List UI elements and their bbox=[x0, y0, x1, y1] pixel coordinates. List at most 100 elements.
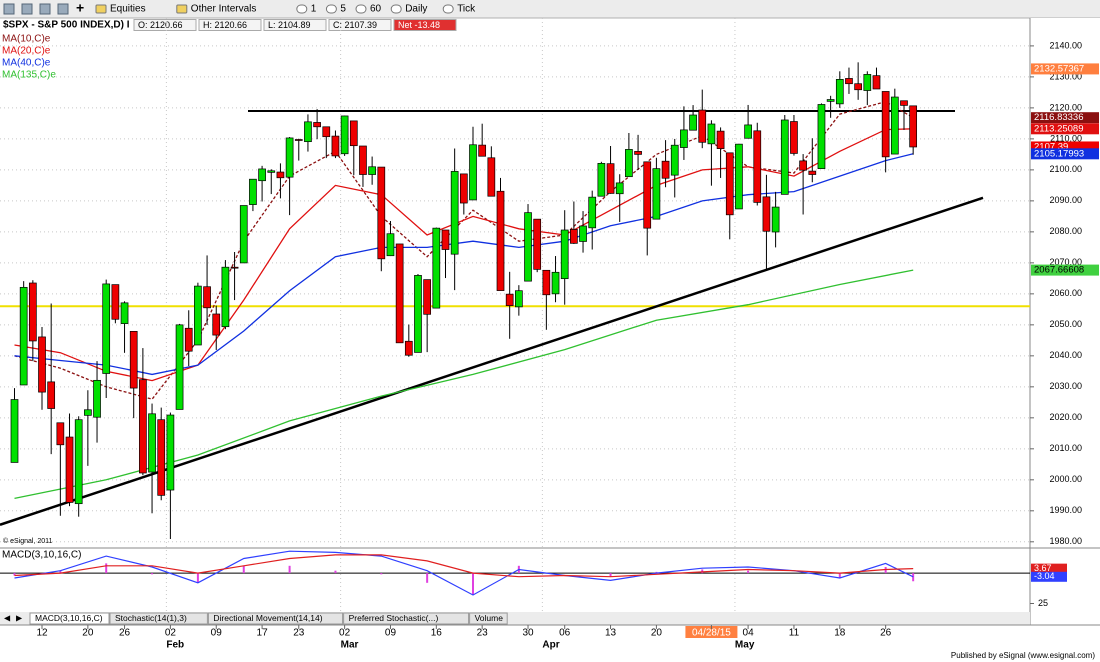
candle-body bbox=[203, 286, 211, 309]
candle-body bbox=[74, 419, 83, 505]
date-highlight bbox=[685, 626, 738, 638]
tool-icon[interactable] bbox=[442, 4, 454, 14]
tool-icon[interactable] bbox=[95, 4, 107, 14]
x-tick-label: 17 bbox=[257, 628, 269, 639]
toolbar-item[interactable]: 60 bbox=[370, 4, 382, 15]
candle-body bbox=[56, 422, 65, 446]
x-tick-label: 04 bbox=[743, 628, 755, 639]
tab[interactable] bbox=[109, 612, 208, 625]
candle-body bbox=[175, 324, 184, 410]
y-tick-label: 2000.00 bbox=[1049, 474, 1082, 484]
candle-body bbox=[615, 182, 624, 195]
y-tick-label: 2100.00 bbox=[1049, 164, 1082, 174]
candle-body bbox=[469, 144, 477, 201]
header-net: Net -13.48 bbox=[398, 20, 440, 30]
candle-body bbox=[753, 130, 762, 203]
tab-label[interactable]: Directional Movement(14,14) bbox=[213, 613, 322, 623]
indicator-label-box bbox=[1031, 571, 1067, 582]
tool-icon[interactable] bbox=[355, 4, 367, 14]
candle-body bbox=[725, 152, 734, 216]
header-box bbox=[133, 19, 197, 31]
candle-body bbox=[478, 144, 487, 157]
tab[interactable] bbox=[207, 612, 344, 625]
x-tick-label: 23 bbox=[477, 628, 489, 639]
candle-body bbox=[10, 399, 19, 463]
candle-body bbox=[249, 178, 257, 205]
ma-legend: MA(10,C)e bbox=[2, 34, 51, 45]
candle-body bbox=[166, 414, 175, 491]
tab-arrow[interactable]: ◀ bbox=[4, 614, 11, 623]
toolbar bbox=[0, 0, 1100, 18]
candle-body bbox=[689, 114, 697, 131]
candle-body bbox=[625, 149, 633, 178]
tool-icon[interactable] bbox=[325, 4, 337, 14]
tool-icon[interactable] bbox=[21, 3, 33, 15]
tool-icon[interactable] bbox=[176, 4, 188, 14]
tab[interactable] bbox=[469, 612, 508, 625]
x-tick-label: 06 bbox=[559, 628, 571, 639]
price-label: 2107.39 bbox=[1034, 141, 1068, 152]
header-box bbox=[393, 19, 457, 31]
candle-body bbox=[139, 379, 147, 474]
header-close: C: 2107.39 bbox=[333, 20, 377, 30]
signal-line bbox=[14, 554, 914, 578]
candle-body bbox=[909, 105, 918, 148]
candle-body bbox=[65, 436, 74, 503]
x-tick-label: 11 bbox=[789, 628, 800, 639]
candle-body bbox=[606, 163, 615, 194]
price-label-box bbox=[1031, 141, 1099, 153]
y-tick-label: 2040.00 bbox=[1049, 350, 1082, 360]
header-box bbox=[263, 19, 327, 31]
tool-icon[interactable] bbox=[3, 3, 15, 15]
toolbar-item[interactable]: Other Intervals bbox=[191, 4, 257, 15]
candle-body bbox=[111, 284, 120, 320]
toolbar-item[interactable]: Equities bbox=[110, 4, 146, 15]
ma-legend: MA(40,C)e bbox=[2, 58, 51, 69]
toolbar-item[interactable]: Daily bbox=[405, 4, 427, 15]
candle-body bbox=[194, 285, 202, 346]
toolbar-item[interactable]: 5 bbox=[340, 4, 346, 15]
candle-body bbox=[588, 196, 597, 229]
candle-body bbox=[597, 163, 606, 197]
candle-body bbox=[184, 327, 193, 352]
candle-body bbox=[267, 170, 276, 173]
tool-icon[interactable] bbox=[39, 3, 51, 15]
candle-body bbox=[404, 340, 413, 356]
y-tick-label: 25 bbox=[1038, 598, 1048, 608]
candle-body bbox=[570, 229, 578, 244]
price-label-box bbox=[1031, 264, 1099, 276]
tab-label[interactable]: Preferred Stochastic(...) bbox=[349, 613, 439, 623]
x-tick-label: 09 bbox=[385, 628, 397, 639]
tab-label[interactable]: Stochastic(14(1),3) bbox=[115, 613, 187, 623]
candle-body bbox=[496, 190, 505, 291]
y-tick-label: 2020.00 bbox=[1049, 412, 1082, 422]
toolbar-item[interactable]: 1 bbox=[311, 4, 317, 15]
x-tick-label: 04/28/15 bbox=[692, 628, 731, 639]
tab-arrow[interactable]: ▶ bbox=[16, 614, 23, 623]
candle-body bbox=[487, 157, 496, 197]
y-tick-label: 2090.00 bbox=[1049, 195, 1082, 205]
candle-body bbox=[780, 119, 789, 195]
candle-body bbox=[19, 286, 28, 386]
candle-body bbox=[395, 243, 404, 344]
candle-body bbox=[744, 124, 752, 139]
candle-body bbox=[102, 283, 111, 374]
toolbar-item[interactable]: Tick bbox=[457, 4, 476, 15]
header-box bbox=[328, 19, 392, 31]
candle-body bbox=[322, 126, 331, 138]
tab[interactable] bbox=[343, 612, 470, 625]
candle-body bbox=[514, 290, 523, 308]
candle-body bbox=[716, 130, 725, 149]
tool-icon[interactable] bbox=[390, 4, 402, 14]
x-tick-label: 23 bbox=[293, 628, 305, 639]
tool-icon[interactable] bbox=[57, 3, 69, 15]
tab-label[interactable]: MACD(3,10,16,C) bbox=[35, 613, 103, 623]
x-tick-label: 02 bbox=[165, 628, 177, 639]
tool-icon[interactable] bbox=[296, 4, 308, 14]
tab[interactable] bbox=[29, 612, 110, 625]
candle-body bbox=[386, 233, 395, 257]
tab-label[interactable]: Volume bbox=[475, 613, 504, 623]
y-tick-label: 2140.00 bbox=[1049, 40, 1082, 50]
candle-body bbox=[47, 381, 56, 409]
